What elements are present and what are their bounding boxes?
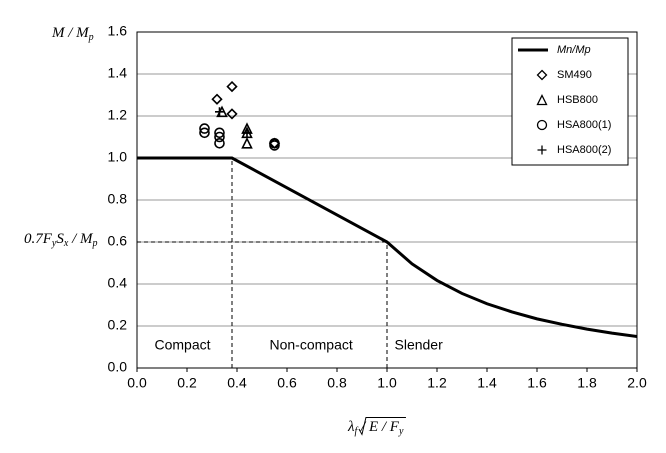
curve — [137, 156, 638, 338]
circle-marker — [199, 127, 210, 139]
x-axis-label-part: E / F — [368, 419, 400, 435]
x-tick-label: 0.4 — [227, 375, 247, 391]
x-axis-label-part: λ — [347, 419, 355, 435]
circle-marker — [214, 127, 225, 139]
reference-label-part: / M — [68, 231, 94, 247]
plus-marker — [537, 145, 547, 155]
y-tick-label: 1.0 — [108, 149, 128, 165]
x-tick-label: 0.8 — [327, 375, 347, 391]
diamond-marker — [226, 108, 238, 120]
plus-marker — [242, 128, 252, 138]
y-tick-label: 0.8 — [108, 191, 128, 207]
legend-label: HSA800(1) — [557, 119, 611, 131]
y-axis-label: M / Mp — [51, 25, 94, 43]
legend-label: Mn/Mp — [557, 44, 591, 56]
reference-label-part: S — [56, 231, 64, 247]
x-tick-label: 1.4 — [477, 375, 497, 391]
x-tick-label: 1.6 — [527, 375, 547, 391]
reference-label-part: y — [51, 238, 57, 249]
reference-label-part: 0.7F — [24, 231, 53, 247]
x-tick-label: 1.8 — [577, 375, 597, 391]
legend-label: HSA800(2) — [557, 144, 611, 156]
region-label: Slender — [395, 337, 444, 353]
x-tick-label: 1.0 — [377, 375, 397, 391]
y-tick-label: 0.4 — [108, 275, 128, 291]
y-tick-label: 1.6 — [108, 23, 128, 39]
x-tick-label: 0.6 — [277, 375, 297, 391]
reference-label-part: x — [63, 238, 69, 249]
x-tick-label: 0.0 — [127, 375, 147, 391]
circle-marker — [214, 138, 225, 149]
y-axis-label-part: M / M — [51, 25, 90, 41]
y-tick-label: 1.4 — [108, 65, 128, 81]
radical — [358, 416, 406, 436]
circle-marker — [214, 131, 225, 143]
reference-label: 0.7FySx / Mp — [24, 231, 98, 249]
legend-box — [511, 37, 629, 166]
legend-label: HSB800 — [557, 94, 598, 106]
circle-marker — [199, 123, 210, 134]
y-tick-label: 0.0 — [108, 359, 128, 375]
triangle-marker — [536, 94, 548, 106]
x-tick-label: 0.2 — [177, 375, 197, 391]
y-tick-label: 0.2 — [108, 317, 128, 333]
x-tick-label: 1.2 — [427, 375, 447, 391]
y-axis-label-part: p — [88, 32, 94, 43]
triangle-marker — [241, 137, 253, 149]
legend-label: SM490 — [557, 69, 592, 81]
x-axis-label: λf / E / Fy — [347, 419, 404, 437]
y-tick-label: 1.2 — [108, 107, 128, 123]
diamond-marker — [211, 93, 223, 105]
circle-marker — [269, 138, 280, 149]
circle-marker — [536, 119, 548, 131]
diamond-marker — [226, 80, 238, 93]
reference-label-part: p — [92, 238, 98, 249]
y-tick-label: 0.6 — [108, 233, 128, 249]
diamond-marker — [536, 69, 548, 81]
x-tick-label: 2.0 — [627, 375, 647, 391]
x-axis-label-part: f — [355, 426, 359, 437]
region-label: Non-compact — [270, 337, 353, 353]
x-axis-label-part: y — [398, 426, 404, 437]
plus-marker — [215, 107, 224, 117]
region-label: Compact — [155, 337, 211, 353]
